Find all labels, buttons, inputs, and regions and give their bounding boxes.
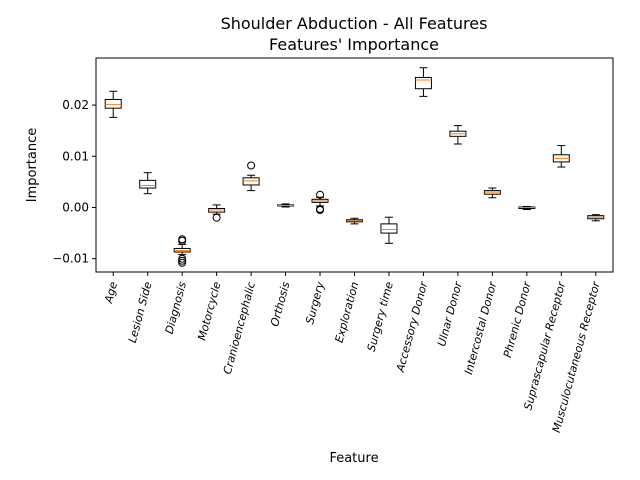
outlier-point xyxy=(178,254,187,263)
y-tick-label: 0.00 xyxy=(62,200,89,214)
x-tick-label: Lesion Side xyxy=(126,280,155,344)
x-tick-label: Intercostal Donor xyxy=(462,279,500,376)
x-tick-label: Ulnar Donor xyxy=(435,279,465,348)
x-tick-label: Accessory Donor xyxy=(394,279,431,374)
outlier-point xyxy=(247,161,256,170)
box xyxy=(139,179,157,189)
x-tick-label: Exploration xyxy=(333,280,362,344)
outlier-point xyxy=(316,206,325,215)
x-axis-label: Feature xyxy=(329,451,378,466)
x-tick-label: Motorcycle xyxy=(195,280,223,342)
box xyxy=(104,98,122,109)
y-tick-label: −0.01 xyxy=(52,252,89,266)
y-axis-label: Importance xyxy=(25,128,40,203)
plot-area: −0.01 0.00 0.01 0.02 Age Lesion Side Diagnosis… xyxy=(52,67,605,434)
box xyxy=(242,177,260,186)
chart-subtitle: Features' Importance xyxy=(269,35,439,54)
axes-frame xyxy=(95,57,614,273)
x-tick-label: Surgery time xyxy=(365,280,396,353)
y-tick-label: 0.02 xyxy=(62,98,89,112)
x-tick-label: Age xyxy=(102,280,120,305)
x-tick-label: Cranioencephalic xyxy=(221,280,258,375)
box xyxy=(380,223,398,234)
x-tick-label: Diagnosis xyxy=(163,280,189,335)
outlier-point xyxy=(178,256,187,265)
x-tick-label: Surgery xyxy=(303,280,327,326)
x-tick-label: Phrenic Donor xyxy=(501,279,534,359)
outlier-point xyxy=(212,213,221,222)
outlier-point xyxy=(178,236,187,245)
chart-title: Shoulder Abduction - All Features xyxy=(221,14,488,33)
outlier-point xyxy=(316,190,325,199)
x-tick-label: Orthosis xyxy=(268,280,292,328)
outlier-point xyxy=(178,258,187,267)
box xyxy=(414,76,432,90)
y-tick-label: 0.01 xyxy=(62,149,89,163)
